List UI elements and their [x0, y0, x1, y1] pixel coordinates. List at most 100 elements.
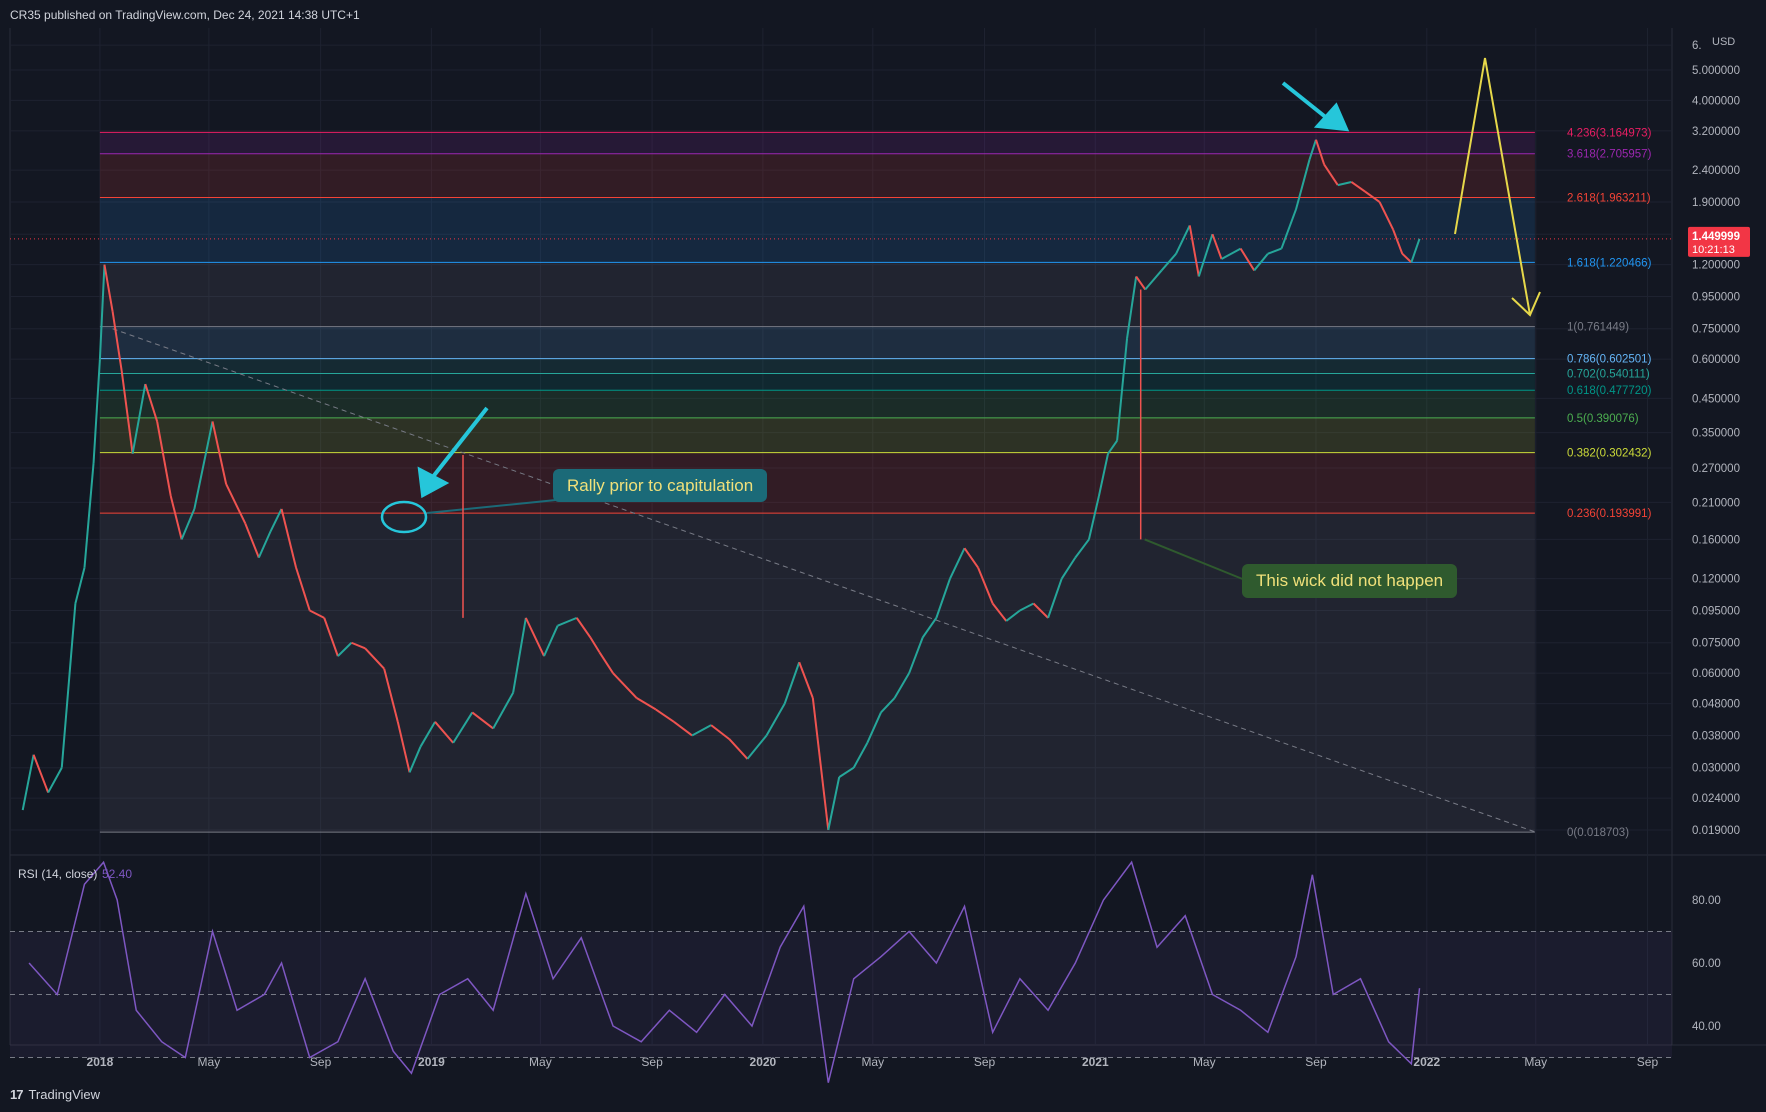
- price-segment: [655, 708, 675, 723]
- price-segment: [1097, 453, 1109, 497]
- price-segment: [1032, 602, 1049, 619]
- price-tick-label: 0.048000: [1692, 699, 1740, 711]
- price-segment: [798, 661, 814, 699]
- price-segment: [1239, 248, 1256, 271]
- time-tick-label: May: [1193, 1055, 1216, 1069]
- time-tick-label: Sep: [310, 1055, 332, 1069]
- fib-level-label: 0.5(0.390076): [1567, 413, 1639, 425]
- price-segment: [144, 383, 159, 422]
- price-tick-label: 5.000000: [1692, 65, 1740, 77]
- price-segment: [131, 383, 147, 454]
- price-segment: [1074, 538, 1090, 559]
- price-segment: [838, 766, 855, 778]
- price-tick-label: 1.900000: [1692, 197, 1740, 209]
- price-segment: [364, 647, 385, 670]
- last-price-countdown: 10:21:13: [1692, 244, 1735, 256]
- price-segment: [295, 567, 311, 611]
- time-tick-label: May: [861, 1055, 884, 1069]
- fib-zone: [99, 262, 1535, 327]
- fib-level-label: 0.382(0.302432): [1567, 448, 1652, 460]
- price-tick-label: 0.160000: [1692, 534, 1740, 546]
- tradingview-brand[interactable]: 17 TradingView: [10, 1086, 100, 1102]
- price-segment: [60, 603, 77, 768]
- price-tick-label: 0.024000: [1692, 793, 1740, 805]
- rsi-line: [28, 860, 1421, 1083]
- price-segment: [471, 711, 494, 730]
- price-segment: [434, 721, 454, 744]
- fib-zone: [99, 326, 1535, 359]
- price-segment: [408, 746, 422, 773]
- price-segment: [728, 738, 749, 760]
- price-segment: [1253, 253, 1269, 272]
- price-segment: [921, 617, 938, 638]
- price-segment: [103, 264, 114, 312]
- price-segment: [783, 661, 801, 704]
- time-tick-label: Sep: [641, 1055, 663, 1069]
- price-tick-label: 0.095000: [1692, 606, 1740, 618]
- last-price-tag: [1688, 226, 1750, 257]
- yellow-arrowhead: [1511, 291, 1541, 317]
- tradingview-logo-icon: 17: [10, 1086, 24, 1102]
- fib-level-label: 0.618(0.477720): [1567, 385, 1652, 397]
- price-segment: [1175, 224, 1191, 255]
- price-segment: [32, 754, 50, 793]
- price-segment: [280, 508, 298, 568]
- fib-level-label: 2.618(1.963211): [1567, 192, 1651, 204]
- price-segment: [1378, 201, 1395, 231]
- price-segment: [977, 567, 994, 604]
- price-segment: [309, 609, 325, 619]
- price-segment: [452, 711, 474, 744]
- wick-callout-line: [1144, 538, 1246, 581]
- price-segment: [765, 703, 786, 736]
- price-tick-label: 0.210000: [1692, 497, 1740, 509]
- price-segment: [1350, 181, 1366, 193]
- price-segment: [746, 734, 768, 760]
- time-tick-label: May: [1524, 1055, 1547, 1069]
- fib-level-label: 4.236(3.164973): [1567, 127, 1652, 139]
- annotation-wick[interactable]: This wick did not happen: [1242, 564, 1458, 598]
- time-tick-label: May: [198, 1055, 221, 1069]
- time-tick-label: May: [529, 1055, 552, 1069]
- fib-zone: [99, 452, 1535, 514]
- price-segment: [83, 463, 95, 568]
- publish-info: CR35 published on TradingView.com, Dec 2…: [10, 8, 360, 22]
- price-segment: [1144, 269, 1163, 291]
- annotation-rally[interactable]: Rally prior to capitulation: [553, 469, 768, 502]
- time-tick-label: 2019: [418, 1055, 445, 1069]
- price-segment: [949, 547, 966, 580]
- fib-zone: [99, 417, 1535, 453]
- price-tick-label: 0.120000: [1692, 574, 1740, 586]
- fib-level-label: 1.618(1.220466): [1567, 257, 1652, 269]
- price-segment: [827, 776, 841, 831]
- rally-circle: [380, 500, 428, 534]
- price-segment: [636, 697, 657, 711]
- yellow-projection: [1454, 57, 1531, 316]
- price-tick-label: 0.350000: [1692, 428, 1740, 440]
- price-segment: [512, 617, 527, 693]
- price-segment: [557, 616, 578, 627]
- rsi-tick-label: 60.00: [1692, 958, 1721, 970]
- fib-level-label: 0.702(0.540111): [1567, 368, 1650, 380]
- price-segment: [1116, 338, 1129, 441]
- price-segment: [1401, 252, 1413, 264]
- cyan-arrow-top: [1281, 81, 1350, 132]
- price-segment: [893, 672, 910, 699]
- price-segment: [852, 742, 869, 769]
- price-segment: [1107, 440, 1118, 455]
- price-segment: [257, 530, 272, 559]
- price-tick-label: 0.750000: [1692, 324, 1740, 336]
- price-segment: [575, 617, 592, 638]
- price-segment: [1295, 158, 1311, 210]
- price-segment: [612, 672, 638, 699]
- price-segment: [598, 651, 614, 674]
- price-segment: [1315, 139, 1326, 165]
- time-tick-label: 2021: [1082, 1055, 1109, 1069]
- fib-zone: [99, 153, 1535, 198]
- price-segment: [1211, 233, 1223, 260]
- price-segment: [1047, 578, 1063, 619]
- price-segment: [492, 692, 515, 729]
- rsi-label: RSI (14, close): [18, 867, 97, 881]
- price-tick-label: 2.400000: [1692, 165, 1740, 177]
- price-segment: [1005, 609, 1021, 622]
